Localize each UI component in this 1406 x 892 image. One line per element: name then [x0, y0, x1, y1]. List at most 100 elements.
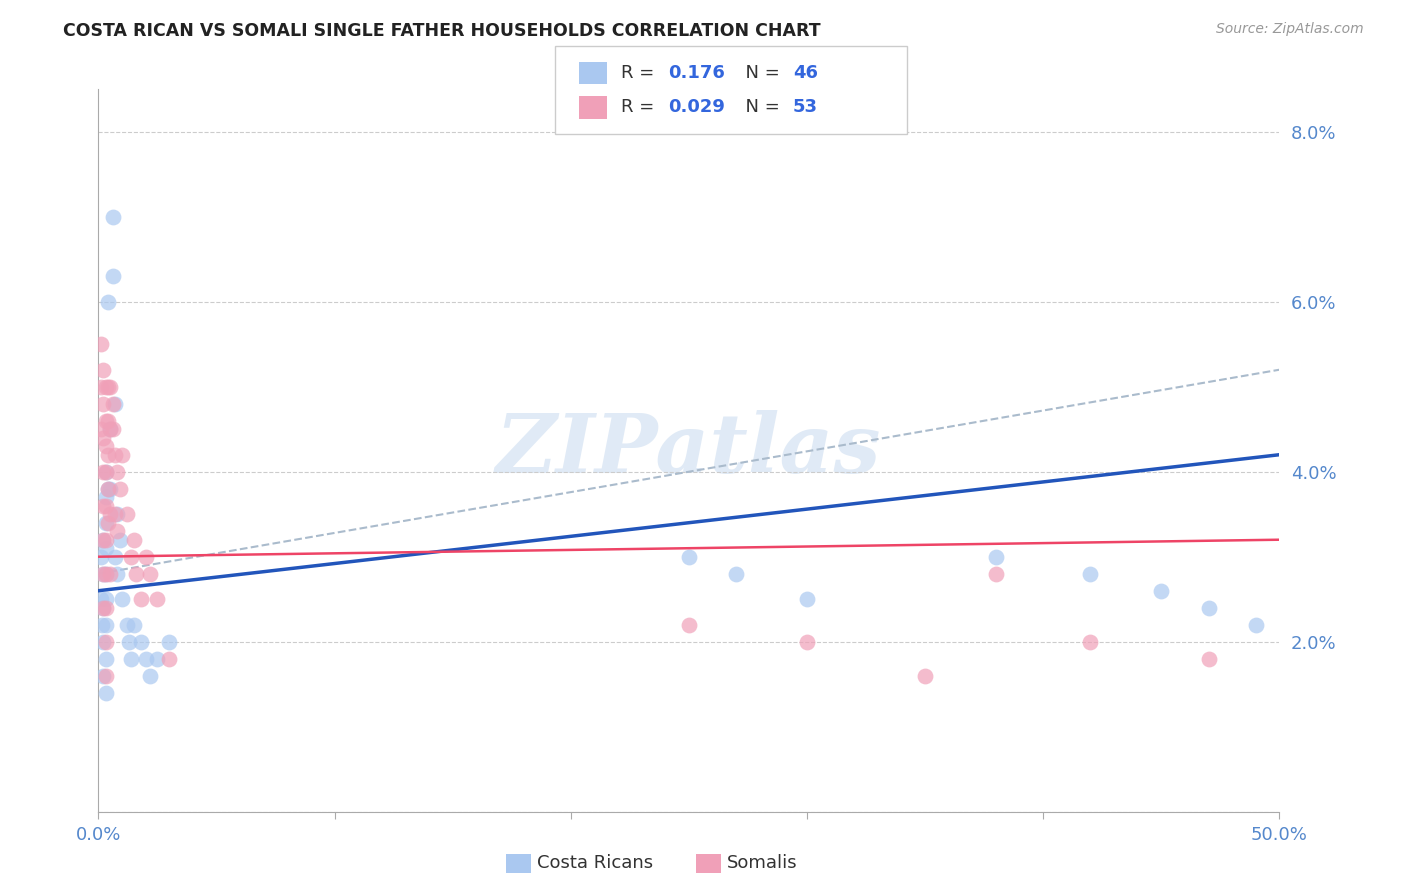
Point	[98, 566, 121, 581]
Point	[91, 362, 114, 376]
Point	[104, 549, 127, 564]
Point	[101, 210, 124, 224]
Point	[91, 499, 114, 513]
Point	[984, 566, 1007, 581]
Point	[108, 482, 131, 496]
Point	[125, 566, 148, 581]
Point	[135, 651, 157, 665]
Point	[104, 397, 127, 411]
Point	[91, 669, 114, 683]
Point	[97, 414, 120, 428]
Point	[118, 634, 141, 648]
Point	[90, 380, 112, 394]
Point	[94, 669, 117, 683]
Point	[97, 482, 120, 496]
Point	[97, 448, 120, 462]
Point	[139, 566, 162, 581]
Point	[105, 524, 128, 539]
Text: 46: 46	[793, 64, 818, 82]
Point	[678, 617, 700, 632]
Point	[1080, 566, 1102, 581]
Point	[94, 686, 117, 700]
Point	[1244, 617, 1267, 632]
Text: N =: N =	[734, 98, 786, 116]
Point	[122, 617, 145, 632]
Point	[1198, 600, 1220, 615]
Point	[94, 600, 117, 615]
Point	[98, 422, 121, 436]
Point	[1150, 583, 1173, 598]
Text: R =: R =	[621, 64, 661, 82]
Point	[914, 669, 936, 683]
Text: Source: ZipAtlas.com: Source: ZipAtlas.com	[1216, 22, 1364, 37]
Point	[122, 533, 145, 547]
Point	[94, 533, 117, 547]
Point	[121, 549, 143, 564]
Point	[129, 634, 152, 648]
Point	[157, 651, 180, 665]
Point	[104, 448, 127, 462]
Point	[111, 592, 134, 607]
Point	[97, 516, 120, 530]
Text: N =: N =	[734, 64, 786, 82]
Point	[97, 482, 120, 496]
Point	[94, 414, 117, 428]
Point	[94, 465, 117, 479]
Point	[94, 566, 117, 581]
Point	[101, 397, 124, 411]
Point	[1080, 634, 1102, 648]
Point	[1198, 651, 1220, 665]
Point	[101, 422, 124, 436]
Point	[94, 634, 117, 648]
Point	[91, 533, 114, 547]
Point	[91, 566, 114, 581]
Point	[91, 600, 114, 615]
Point	[101, 269, 124, 284]
Point	[90, 337, 112, 351]
Point	[94, 541, 117, 556]
Text: Costa Ricans: Costa Ricans	[537, 855, 654, 872]
Point	[91, 533, 114, 547]
Point	[796, 634, 818, 648]
Point	[97, 380, 120, 394]
Point	[98, 422, 121, 436]
Point	[98, 482, 121, 496]
Text: 53: 53	[793, 98, 818, 116]
Point	[121, 651, 143, 665]
Point	[105, 566, 128, 581]
Point	[678, 549, 700, 564]
Point	[91, 465, 114, 479]
Point	[94, 516, 117, 530]
Point	[725, 566, 748, 581]
Point	[91, 566, 114, 581]
Text: COSTA RICAN VS SOMALI SINGLE FATHER HOUSEHOLDS CORRELATION CHART: COSTA RICAN VS SOMALI SINGLE FATHER HOUS…	[63, 22, 821, 40]
Point	[94, 592, 117, 607]
Point	[146, 651, 169, 665]
Point	[115, 507, 138, 521]
Point	[94, 566, 117, 581]
Text: 0.029: 0.029	[668, 98, 724, 116]
Point	[157, 634, 180, 648]
Point	[105, 465, 128, 479]
Point	[98, 380, 121, 394]
Point	[111, 448, 134, 462]
Point	[90, 549, 112, 564]
Point	[91, 397, 114, 411]
Point	[108, 533, 131, 547]
Point	[135, 549, 157, 564]
Point	[90, 592, 112, 607]
Point	[796, 592, 818, 607]
Text: Somalis: Somalis	[727, 855, 797, 872]
Point	[91, 600, 114, 615]
Point	[115, 617, 138, 632]
Point	[94, 617, 117, 632]
Point	[94, 380, 117, 394]
Point	[94, 439, 117, 453]
Point	[105, 507, 128, 521]
Text: 0.176: 0.176	[668, 64, 724, 82]
Point	[94, 651, 117, 665]
Text: ZIPatlas: ZIPatlas	[496, 410, 882, 491]
Point	[984, 549, 1007, 564]
Point	[90, 422, 112, 436]
Point	[94, 499, 117, 513]
